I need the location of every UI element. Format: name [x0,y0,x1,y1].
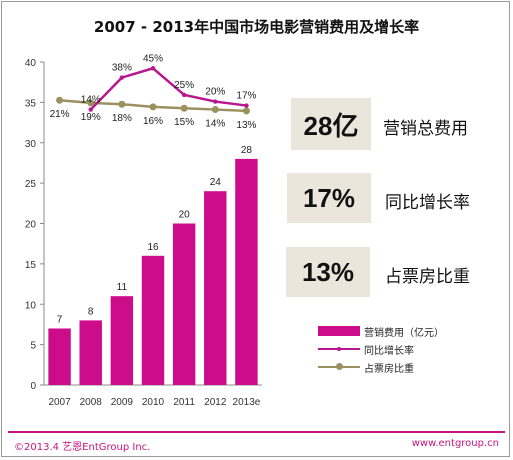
label-boxoffice-share: 14% [205,119,225,130]
bar-value-label: 16 [147,242,159,253]
point-boxoffice-share [211,106,219,114]
kpi-label-boxoffice-share: 占票房比重 [385,267,470,287]
x-tick-label: 2010 [142,397,165,408]
kpi-value-growth: 17% [287,173,371,223]
point-boxoffice-share [242,107,250,115]
point-growth-rate [119,75,125,80]
bar [235,158,258,385]
label-growth-rate: 25% [174,80,194,91]
label-growth-rate: 17% [236,91,256,102]
bar [79,320,102,385]
legend-item-boxoffice-share: 占票房比重 [318,358,444,376]
label-growth-rate: 20% [205,87,225,98]
bar [172,223,196,385]
bar [110,296,134,385]
label-growth-rate: 14% [81,95,101,106]
point-growth-rate [88,107,93,112]
chart-legend: 营销费用（亿元） 同比增长率 占票房比重 [318,322,444,376]
legend-item-marketing-cost: 营销费用（亿元） [318,322,444,340]
legend-label-marketing-cost: 营销费用（亿元） [364,327,444,339]
y-tick-label: 20 [25,220,37,231]
footer-copyright: ©2013.4 艺恩EntGroup Inc. [14,442,151,453]
label-boxoffice-share: 16% [143,116,163,127]
footer-divider [8,431,505,433]
legend-swatch-line-olive [318,362,360,372]
point-boxoffice-share [149,103,157,111]
bar-value-label: 8 [88,306,94,317]
x-tick-label: 2012 [204,397,227,408]
label-boxoffice-share: 21% [50,109,70,120]
y-tick-label: 30 [25,139,37,150]
label-growth-rate: 38% [112,63,132,74]
legend-swatch-line-magenta [318,344,360,354]
y-tick-label: 15 [25,260,37,271]
legend-swatch-bar [318,326,360,336]
point-boxoffice-share [87,99,95,107]
bar [204,191,227,385]
bar [48,328,71,385]
legend-label-boxoffice-share: 占票房比重 [364,363,414,375]
y-tick-label: 25 [25,179,37,190]
x-tick-label: 2007 [48,397,71,408]
kpi-value-total-cost: 28亿 [291,98,371,150]
legend-item-growth-rate: 同比增长率 [318,340,444,358]
footer-website: www.entgroup.cn [411,438,499,449]
y-tick-label: 35 [25,98,37,109]
y-tick-label: 40 [25,58,37,69]
point-growth-rate [150,66,156,71]
kpi-label-growth: 同比增长率 [385,193,470,213]
kpi-label-total-cost: 营销总费用 [383,119,468,139]
chart-title: 2007 - 2013年中国市场电影营销费用及增长率 [93,18,420,36]
label-boxoffice-share: 13% [236,120,256,131]
y-tick-label: 10 [25,300,37,311]
bar [141,255,165,385]
point-growth-rate [244,103,249,108]
point-boxoffice-share [56,96,64,104]
x-tick-label: 2008 [80,397,103,408]
x-tick-label: 2009 [111,397,134,408]
label-boxoffice-share: 15% [174,117,194,128]
bar-value-label: 7 [57,314,63,325]
series-line-growth-rate [89,66,247,111]
x-tick-label: 2013e [233,397,261,408]
label-growth-rate: 45% [143,53,163,64]
kpi-value-boxoffice-share: 13% [286,247,370,297]
point-boxoffice-share [118,100,126,108]
bar-value-label: 20 [179,210,191,221]
y-tick-label: 5 [30,341,36,352]
point-boxoffice-share [180,104,188,112]
label-boxoffice-share: 18% [112,113,132,124]
y-tick-label: 0 [30,381,36,392]
label-boxoffice-share: 19% [81,112,101,123]
point-growth-rate [213,99,218,104]
bar-value-label: 24 [210,177,222,188]
bar-value-label: 28 [241,145,253,156]
x-tick-label: 2011 [173,397,195,408]
legend-label-growth-rate: 同比增长率 [364,345,414,357]
point-growth-rate [181,92,187,98]
bar-value-label: 11 [117,282,128,293]
